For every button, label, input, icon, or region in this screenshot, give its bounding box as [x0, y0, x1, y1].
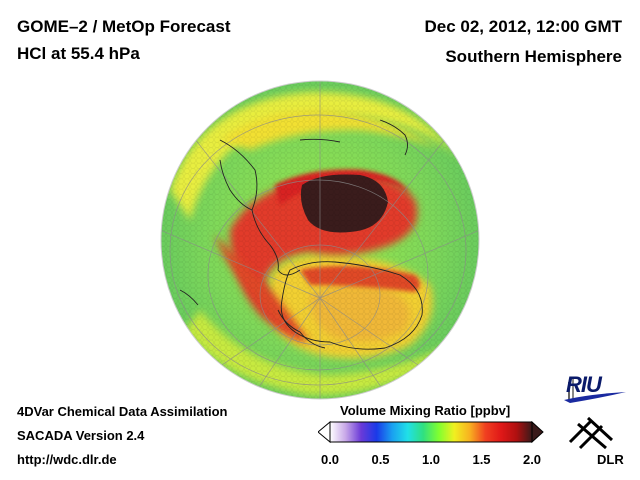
colorbar-gradient [329, 421, 533, 443]
coast-ross-sea [277, 309, 326, 349]
colorbar-tick-label: 2.0 [522, 452, 542, 467]
colorbar-min-arrow [318, 421, 331, 443]
riu-logo-text: RIU [566, 372, 602, 397]
map-title: GOME–2 / MetOp Forecast [17, 17, 231, 36]
forecast-datetime: Dec 02, 2012, 12:00 GMT [424, 17, 622, 36]
coastlines [179, 119, 423, 350]
coast-africa-tip [379, 119, 408, 156]
colorbar-max-arrow [531, 421, 544, 443]
coast-nz [179, 289, 199, 306]
coast-south-america-west [219, 159, 253, 211]
globe-rim [160, 80, 480, 400]
colorbar [318, 421, 544, 443]
map-subtitle: HCl at 55.4 hPa [17, 44, 140, 63]
map-region: Southern Hemisphere [445, 47, 622, 66]
globe-map [160, 80, 480, 400]
coast-south-america [219, 139, 301, 276]
footer-assimilation: 4DVar Chemical Data Assimilation [17, 404, 228, 419]
colorbar-tick-label: 0.5 [371, 452, 390, 467]
riu-swoosh-icon [564, 392, 626, 403]
graticule [161, 81, 479, 399]
colorbar-tick-label: 0.0 [320, 452, 340, 467]
colorbar-title: Volume Mixing Ratio [ppbv] [340, 403, 511, 418]
coast-antarctica [280, 261, 423, 350]
coast-islands [299, 138, 341, 143]
dlr-logo-icon [568, 416, 614, 450]
riu-logo-icon [568, 378, 574, 402]
dlr-logo-text: DLR [597, 452, 624, 467]
footer-version: SACADA Version 2.4 [17, 428, 145, 443]
colorbar-tick-label: 1.0 [421, 452, 441, 467]
colorbar-tick-label: 1.5 [472, 452, 491, 467]
footer-url[interactable]: http://wdc.dlr.de [17, 452, 117, 467]
